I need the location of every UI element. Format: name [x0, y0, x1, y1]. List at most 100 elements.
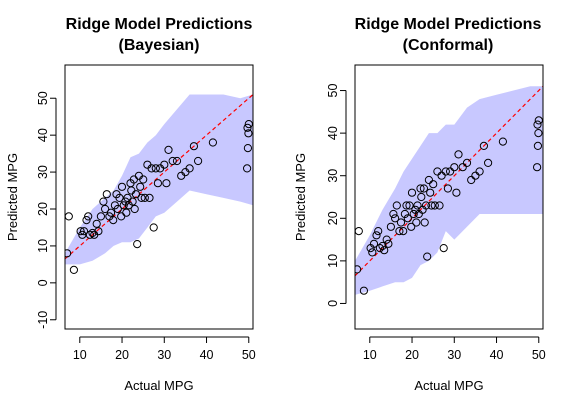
data-point	[400, 209, 409, 219]
data-point	[533, 120, 542, 129]
data-point	[407, 222, 416, 231]
data-point	[372, 231, 381, 240]
data-point	[452, 188, 461, 197]
y-tick-label: -10	[36, 311, 50, 329]
data-point	[389, 209, 398, 219]
data-point	[435, 201, 444, 210]
data-point	[122, 208, 131, 217]
data-point	[380, 246, 389, 255]
plot-area	[65, 94, 253, 274]
y-tick-label: 20	[36, 202, 50, 216]
y-axis-label: Predicted MPG	[5, 153, 20, 241]
data-point	[475, 167, 484, 176]
y-tick-label: 40	[326, 126, 340, 140]
data-point	[355, 227, 363, 236]
data-point	[164, 145, 173, 154]
data-point	[208, 138, 217, 147]
data-point	[423, 252, 432, 261]
data-point	[244, 120, 253, 129]
data-point	[102, 190, 111, 199]
x-tick-label: 40	[490, 348, 504, 362]
data-point	[359, 286, 368, 295]
data-point	[437, 171, 446, 180]
x-tick-label: 40	[200, 348, 214, 362]
y-axis-label: Predicted MPG	[293, 153, 308, 241]
data-point	[65, 249, 72, 258]
x-tick-label: 30	[157, 348, 171, 362]
data-point	[405, 201, 414, 210]
data-point	[84, 212, 93, 221]
data-point	[194, 156, 203, 166]
data-point	[101, 204, 110, 214]
plot-frame	[64, 64, 254, 330]
x-axis-label: Actual MPG	[124, 378, 193, 393]
data-point	[386, 222, 395, 231]
data-point	[128, 197, 137, 206]
data-point	[384, 239, 393, 248]
x-tick-label: 20	[115, 348, 129, 362]
panel-1: 10 20 30 40 50 -10 0 10 20 30 40 50 Ridge Model Pred…	[5, 16, 256, 393]
data-point	[131, 190, 141, 199]
prediction-band	[355, 86, 543, 295]
y-tick-label: 20	[326, 211, 340, 225]
chart-title: Ridge Model Predictions	[66, 16, 253, 33]
chart-subtitle: (Bayesian)	[119, 37, 200, 54]
data-point	[458, 163, 467, 172]
data-point	[396, 218, 406, 227]
data-point	[446, 167, 455, 176]
data-point	[85, 230, 95, 239]
data-point	[412, 218, 421, 227]
data-point	[424, 175, 433, 185]
data-point	[374, 227, 383, 236]
data-point	[462, 158, 472, 167]
data-point	[96, 212, 106, 221]
data-point	[441, 167, 450, 176]
data-point	[403, 214, 412, 223]
data-point	[168, 156, 177, 166]
plot-area	[355, 85, 543, 295]
data-point	[113, 204, 122, 214]
data-point	[117, 182, 127, 191]
data-point	[133, 240, 142, 249]
data-point	[375, 244, 384, 253]
y-tick-label: 30	[36, 165, 50, 179]
data-point	[69, 265, 79, 274]
data-point	[139, 175, 148, 184]
data-point	[427, 201, 436, 210]
data-point	[399, 227, 408, 236]
y-tick-label: 30	[326, 169, 340, 183]
data-point	[454, 150, 463, 159]
data-point	[369, 239, 379, 248]
data-point	[79, 227, 89, 236]
y-tick-label: 0	[326, 300, 340, 307]
data-point	[450, 163, 459, 172]
data-point	[467, 175, 476, 185]
data-point	[82, 216, 91, 225]
x-axis-label: Actual MPG	[414, 378, 483, 393]
data-point	[160, 160, 169, 169]
data-point	[130, 204, 139, 214]
x-tick-label: 30	[447, 348, 461, 362]
x-tick-label: 10	[363, 348, 377, 362]
data-point	[421, 201, 431, 210]
data-point	[115, 193, 124, 202]
y-tick-label: 10	[36, 239, 50, 253]
data-point	[417, 192, 426, 202]
data-point	[185, 164, 194, 173]
data-point	[92, 219, 101, 228]
data-point	[88, 228, 97, 238]
chart-subtitle: (Conformal)	[403, 37, 494, 54]
data-point	[534, 116, 543, 125]
data-point	[416, 184, 425, 193]
data-point	[119, 201, 128, 210]
x-tick-label: 20	[405, 348, 419, 362]
reference-line	[355, 85, 543, 277]
data-point	[94, 227, 103, 236]
y-tick-label: 10	[326, 254, 340, 268]
data-point	[65, 212, 73, 221]
data-point	[533, 141, 543, 150]
chart-title: Ridge Model Predictions	[355, 16, 542, 33]
data-point	[484, 158, 493, 167]
